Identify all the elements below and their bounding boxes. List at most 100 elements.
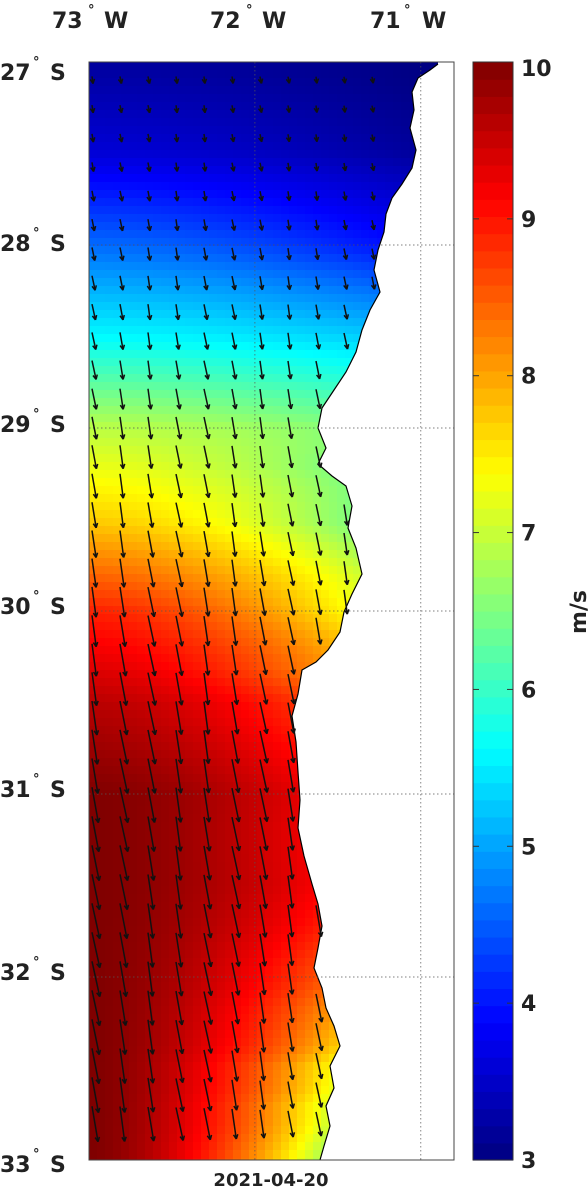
speed-cell [249,726,258,735]
speed-cell [249,190,258,199]
speed-cell [297,158,306,167]
speed-cell [97,862,106,871]
speed-cell [209,230,218,239]
speed-cell [281,294,290,303]
speed-cell [217,742,226,751]
speed-cell [169,542,178,551]
speed-cell [353,118,362,127]
speed-cell [185,670,194,679]
speed-cell [193,558,202,567]
speed-cell [137,270,146,279]
speed-cell [169,206,178,215]
speed-cell [105,686,114,695]
speed-cell [193,126,202,135]
speed-cell [249,526,258,535]
speed-cell [97,534,106,543]
speed-cell [337,174,346,183]
speed-cell [137,566,146,575]
speed-cell [337,510,346,519]
speed-cell [193,358,202,367]
speed-cell [193,534,202,543]
speed-cell [185,182,194,191]
speed-cell [193,446,202,455]
speed-cell [153,342,162,351]
speed-cell [241,214,250,223]
speed-cell [257,150,266,159]
speed-cell [249,710,258,719]
speed-cell [105,286,114,295]
speed-cell [105,406,114,415]
speed-cell [105,262,114,271]
speed-cell [105,126,114,135]
speed-cell [241,198,250,207]
speed-cell [185,934,194,943]
speed-cell [241,526,250,535]
speed-cell [297,222,306,231]
speed-cell [241,566,250,575]
speed-cell [353,70,362,79]
speed-cell [193,454,202,463]
speed-cell [297,126,306,135]
speed-cell [353,318,362,327]
speed-cell [241,534,250,543]
speed-cell [305,294,314,303]
speed-cell [265,390,274,399]
speed-cell [385,158,394,167]
speed-cell [153,350,162,359]
speed-cell [305,550,314,559]
speed-cell [305,134,314,143]
speed-cell [129,470,138,479]
speed-cell [217,798,226,807]
speed-cell [121,414,130,423]
speed-cell [281,430,290,439]
speed-cell [249,334,258,343]
speed-cell [249,286,258,295]
speed-cell [217,566,226,575]
speed-cell [169,462,178,471]
speed-cell [177,62,186,71]
speed-cell [273,510,282,519]
speed-cell [289,118,298,127]
speed-cell [217,406,226,415]
speed-cell [201,350,210,359]
speed-cell [145,86,154,95]
speed-cell [153,358,162,367]
speed-cell [201,158,210,167]
speed-cell [105,414,114,423]
speed-cell [209,206,218,215]
speed-cell [113,550,122,559]
speed-cell [385,142,394,151]
speed-cell [105,870,114,879]
speed-cell [273,390,282,399]
speed-cell [273,478,282,487]
speed-cell [281,774,290,783]
speed-cell [297,646,306,655]
speed-cell [153,654,162,663]
speed-cell [137,558,146,567]
speed-cell [329,374,338,383]
speed-cell [249,694,258,703]
speed-cell [241,638,250,647]
speed-cell [169,742,178,751]
speed-cell [313,350,322,359]
speed-cell [281,830,290,839]
speed-cell [361,78,370,87]
speed-cell [153,590,162,599]
speed-cell [297,582,306,591]
speed-cell [209,798,218,807]
speed-cell [161,502,170,511]
speed-cell [265,830,274,839]
speed-cell [217,486,226,495]
speed-cell [385,110,394,119]
speed-cell [209,454,218,463]
speed-cell [337,94,346,103]
speed-cell [105,494,114,503]
speed-cell [281,494,290,503]
speed-cell [193,646,202,655]
speed-cell [201,382,210,391]
speed-cell [345,206,354,215]
speed-cell [137,630,146,639]
speed-cell [401,86,410,95]
speed-cell [385,134,394,143]
speed-cell [273,326,282,335]
